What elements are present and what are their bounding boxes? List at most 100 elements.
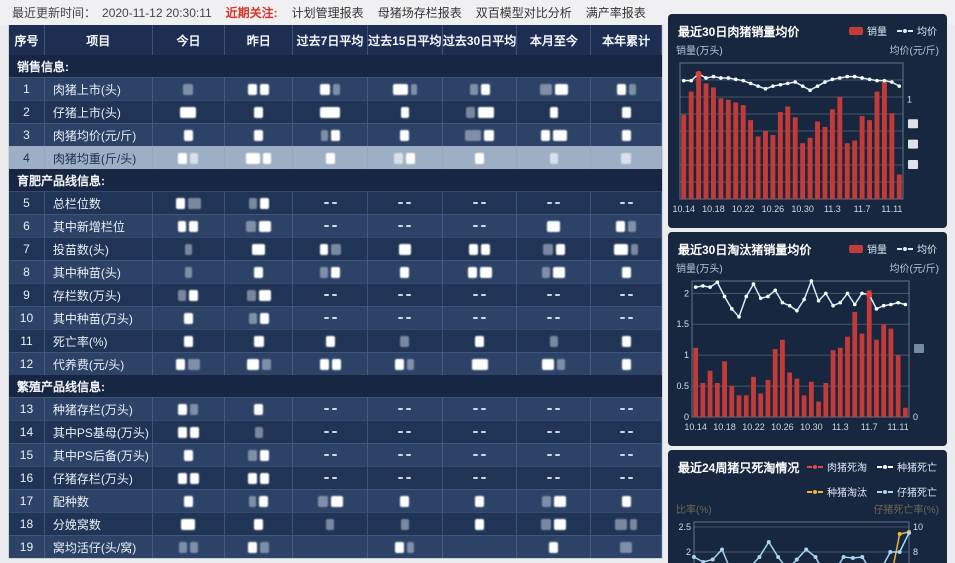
svg-text:11.11: 11.11	[881, 204, 902, 214]
table-row[interactable]: 4 肉猪均重(斤/头)	[9, 146, 662, 169]
legend-item-肉猪死淘[interactable]: 肉猪死淘	[807, 459, 867, 474]
legend-item-仔猪死亡[interactable]: 仔猪死亡	[877, 484, 937, 499]
axis-label-row: 销量(万头) 均价(元/斤)	[668, 258, 947, 275]
value-cell	[225, 443, 294, 466]
legend-label: 肉猪死淘	[827, 463, 867, 474]
redacted-value	[395, 358, 405, 370]
table-row[interactable]: 8 其中种苗(头)	[9, 260, 662, 283]
row-number: 18	[9, 512, 45, 535]
redacted-value	[260, 472, 270, 484]
no-data-dash	[547, 408, 553, 410]
legend-item-销量[interactable]: 销量	[849, 23, 887, 38]
table-row[interactable]: 13 种猪存栏(万头)	[9, 397, 662, 420]
redacted-value	[621, 335, 631, 347]
chart-panel-death-cull: 最近24周猪只死淘情况 肉猪死淘 种猪死亡 种猪淘汰 仔猪死亡 比率(%) 仔猪死亡率(%)…	[668, 450, 947, 563]
table-row[interactable]: 17 配种数	[9, 489, 662, 512]
link-plan-report[interactable]: 计划管理报表	[291, 6, 364, 20]
no-data-dash	[473, 477, 479, 479]
table-row[interactable]: 7 投苗数(头)	[9, 237, 662, 260]
redacted-value	[331, 266, 341, 278]
redacted-value	[465, 106, 475, 118]
row-number: 2	[9, 100, 45, 123]
value-cell	[152, 512, 226, 535]
table-row[interactable]: 10 其中种苗(万头)	[9, 306, 662, 329]
redacted-value	[330, 243, 341, 255]
redacted-value	[183, 449, 193, 461]
value-cell	[367, 306, 443, 329]
chart-title: 最近30日肉猪销量均价	[678, 25, 800, 39]
legend-item-种猪死亡[interactable]: 种猪死亡	[877, 459, 937, 474]
value-cell	[293, 146, 368, 169]
value-cell	[517, 214, 592, 237]
value-cell	[293, 123, 368, 146]
row-label: 其中新增栏位	[44, 214, 153, 237]
update-time-value: 2020-11-12 20:30:11	[102, 5, 212, 20]
legend-item-均价[interactable]: 均价	[897, 241, 937, 256]
value-cell	[293, 214, 368, 237]
value-cell	[293, 420, 368, 443]
link-sow-farm-report[interactable]: 母猪场存栏报表	[377, 6, 462, 20]
table-row[interactable]: 16 仔猪存栏(万头)	[9, 466, 662, 489]
value-cell	[293, 535, 368, 558]
redacted-value	[180, 106, 197, 118]
value-cell	[225, 260, 294, 283]
no-data-dash	[627, 317, 633, 319]
legend-item-种猪淘汰[interactable]: 种猪淘汰	[807, 484, 867, 499]
value-cell	[293, 100, 368, 123]
svg-text:2: 2	[686, 547, 691, 557]
redacted-value	[259, 220, 272, 232]
value-cell	[367, 214, 443, 237]
value-cell	[517, 123, 592, 146]
table-row[interactable]: 1 肉猪上市(头)	[9, 77, 662, 100]
value-cell	[442, 420, 518, 443]
link-capacity-report[interactable]: 满产率报表	[585, 6, 646, 20]
no-data-dash	[547, 202, 553, 204]
redacted-value	[398, 243, 411, 255]
redacted-value	[317, 495, 328, 507]
table-row[interactable]: 11 死亡率(%)	[9, 329, 662, 352]
redacted-value	[176, 358, 186, 370]
table-row[interactable]: 3 肉猪均价(元/斤)	[9, 123, 662, 146]
no-data-dash	[398, 408, 404, 410]
legend-label: 均价	[917, 27, 937, 38]
table-row[interactable]: 15 其中PS后备(万头)	[9, 443, 662, 466]
value-cell	[591, 123, 662, 146]
link-model-compare[interactable]: 双百模型对比分析	[475, 6, 572, 20]
value-cell	[367, 100, 443, 123]
value-cell	[442, 512, 518, 535]
redacted-value	[259, 495, 269, 507]
legend-label: 均价	[917, 245, 937, 256]
no-data-dash	[323, 225, 329, 227]
chart-legend: 销量 均价	[849, 241, 937, 256]
redacted-value	[621, 106, 631, 118]
value-cell	[517, 306, 592, 329]
no-data-dash	[619, 454, 625, 456]
no-data-dash	[627, 477, 633, 479]
svg-text:1.5: 1.5	[676, 319, 689, 329]
table-row[interactable]: 14 其中PS基母(万头)	[9, 420, 662, 443]
no-data-dash	[323, 202, 329, 204]
legend-bar-swatch	[849, 244, 863, 253]
chart-legend: 肉猪死淘 种猪死亡 种猪淘汰 仔猪死亡	[799, 459, 937, 499]
table-row[interactable]: 5 总栏位数	[9, 191, 662, 214]
table-row[interactable]: 2 仔猪上市(头)	[9, 100, 662, 123]
redacted-value	[189, 472, 199, 484]
value-cell	[591, 214, 662, 237]
table-row[interactable]: 18 分娩窝数	[9, 512, 662, 535]
redacted-value	[621, 358, 631, 370]
value-cell	[293, 191, 368, 214]
legend-item-销量[interactable]: 销量	[849, 241, 887, 256]
redacted-value	[246, 289, 256, 301]
table-row[interactable]: 12 代养费(元/头)	[9, 352, 662, 375]
no-data-dash	[555, 317, 561, 319]
value-cell	[225, 146, 294, 169]
table-row[interactable]: 19 窝均活仔(头/窝)	[9, 535, 662, 558]
value-cell	[293, 397, 368, 420]
legend-item-均价[interactable]: 均价	[897, 23, 937, 38]
column-header: 过去15日平均	[368, 25, 443, 55]
table-row[interactable]: 6 其中新增栏位	[9, 214, 662, 237]
redacted-value	[394, 152, 404, 164]
svg-text:11.7: 11.7	[861, 422, 878, 432]
value-cell	[225, 489, 294, 512]
table-row[interactable]: 9 存栏数(万头)	[9, 283, 662, 306]
